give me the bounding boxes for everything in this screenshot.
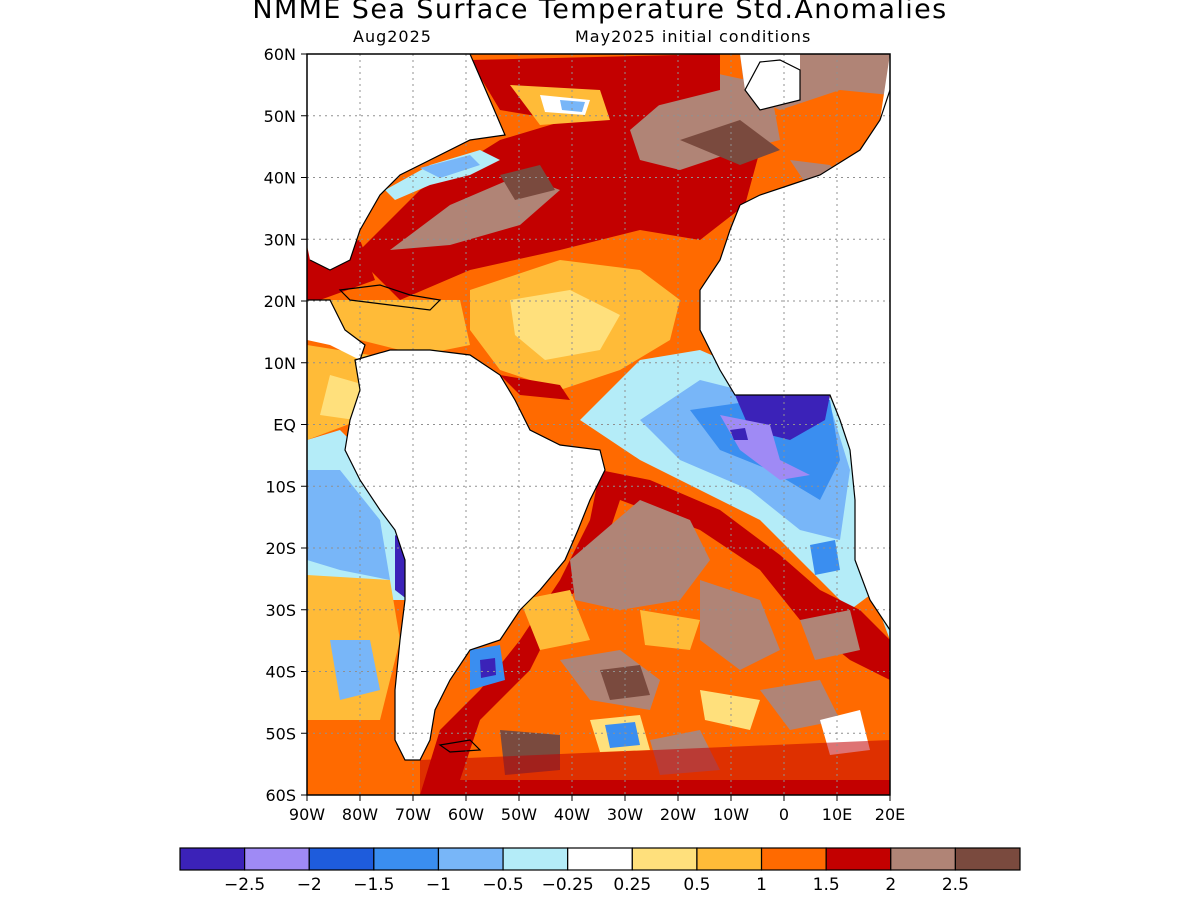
longitude-tick-label: 10W [713,805,749,824]
longitude-tick-label: 90W [289,805,325,824]
longitude-tick-label: 20E [875,805,905,824]
anomaly-field [307,54,890,795]
longitude-tick-label: 30W [607,805,643,824]
longitude-labels: 90W 80W 70W 60W 50W 40W 30W 20W 10W 0 10E 20E [289,795,905,824]
forecast-month: Aug2025 [353,27,432,46]
coastlines [307,53,891,761]
legend-swatch [308,847,375,871]
color-legend: −2.5 −2 −1.5 −1 −0.5 −0.25 0.25 0.5 1 1.5 2 2.5 [179,847,1021,895]
latitude-labels: 60N 50N 40N 30N 20N 10N EQ 10S 20S 30S 40S 50S 60S [264,45,307,805]
legend-label: −1 [426,875,451,895]
latitude-tick-label: 20N [264,292,296,311]
chart-title: NMME Sea Surface Temperature Std.Anomali… [252,0,948,25]
latitude-tick-label: 50N [264,107,296,126]
legend-swatch [631,847,698,871]
legend-label: 1.5 [813,875,840,895]
legend-swatch [954,847,1021,871]
latitude-tick-label: 60S [265,786,296,805]
latitude-tick-label: 40S [265,663,296,682]
legend-swatch [890,847,956,871]
longitude-tick-label: 0 [779,805,789,824]
latitude-tick-label: 30S [265,601,296,620]
latitude-tick-label: 50S [265,724,296,743]
latitude-tick-label: 10S [265,477,296,496]
longitude-tick-label: 10E [822,805,852,824]
legend-swatch [244,847,310,871]
legend-swatch [760,847,827,871]
legend-label: −2 [297,875,322,895]
latitude-tick-label: EQ [273,416,296,435]
longitude-tick-label: 20W [660,805,696,824]
longitude-tick-label: 50W [501,805,537,824]
legend-label: 2 [885,875,896,895]
longitude-tick-label: 70W [395,805,431,824]
legend-label: 0.25 [613,875,651,895]
longitude-tick-label: 60W [448,805,484,824]
legend-swatch [567,847,633,871]
longitude-tick-label: 40W [554,805,590,824]
legend-swatch [696,847,763,871]
legend-label: −2.5 [224,875,265,895]
legend-swatch [437,847,504,871]
legend-label: 2.5 [942,875,969,895]
legend-swatch [373,847,440,871]
legend-label: 1 [756,875,767,895]
latitude-tick-label: 20S [265,539,296,558]
latitude-tick-label: 40N [264,169,296,188]
legend-swatch [502,847,569,871]
latitude-tick-label: 60N [264,45,296,64]
legend-label: −0.25 [542,875,594,895]
legend-label: −1.5 [353,875,394,895]
latitude-tick-label: 10N [264,354,296,373]
legend-swatch [825,847,892,871]
longitude-tick-label: 80W [342,805,378,824]
latitude-tick-label: 30N [264,230,296,249]
legend-label: 0.5 [683,875,710,895]
initial-conditions: May2025 initial conditions [575,27,812,46]
legend-label: −0.5 [482,875,523,895]
legend-swatch [179,847,246,871]
